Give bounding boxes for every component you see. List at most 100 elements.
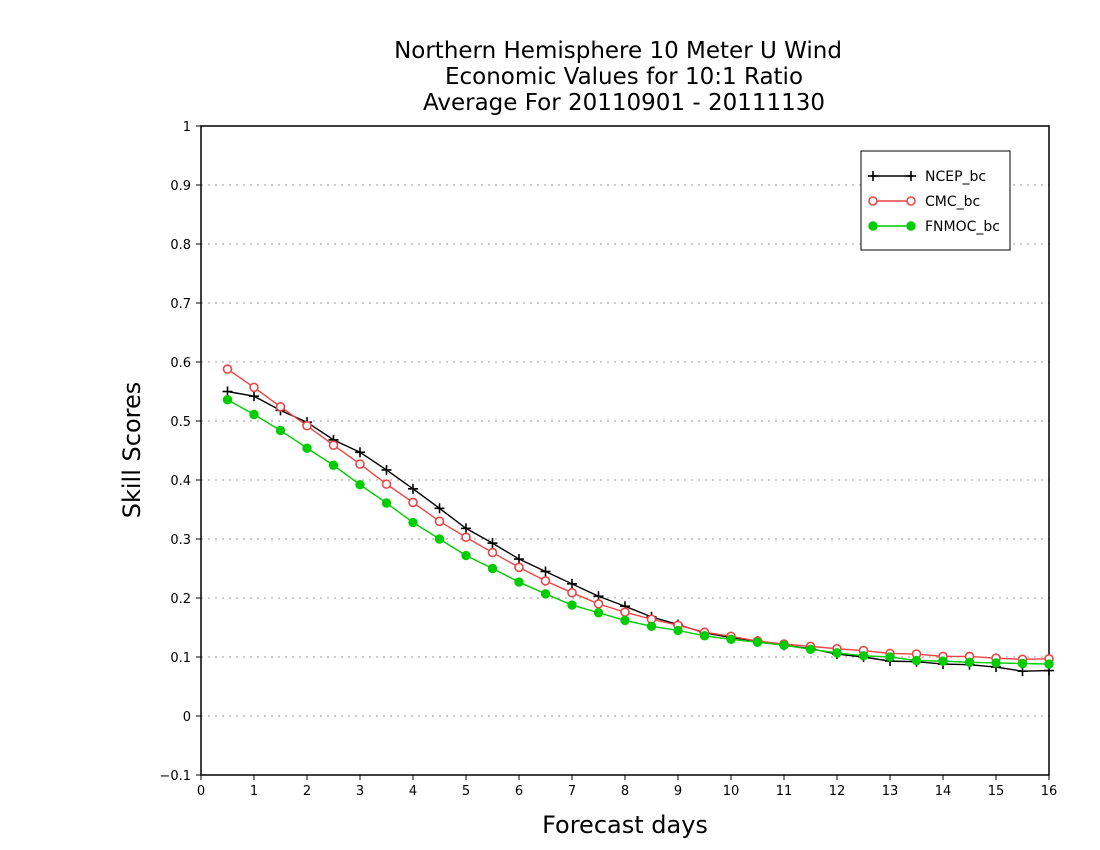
data-point	[355, 459, 365, 469]
x-tick-label: 10	[723, 784, 740, 799]
legend-label: FNMOC_bc	[925, 219, 1000, 235]
y-tick-label: 0.4	[170, 474, 191, 489]
series-CMC_bc	[222, 364, 1054, 665]
series-layer	[222, 364, 1054, 677]
legend: NCEP_bc CMC_bc FNMOC_bc	[860, 150, 1011, 251]
series-line	[227, 390, 1050, 672]
data-point	[514, 577, 524, 587]
data-point	[461, 550, 471, 561]
x-tick-label: 3	[356, 784, 364, 799]
data-point	[249, 382, 259, 393]
series-line	[227, 368, 1050, 661]
data-point	[673, 625, 683, 636]
y-axis-label: Skill Scores	[118, 382, 146, 519]
legend-items: NCEP_bc CMC_bc FNMOC_bc	[868, 169, 1000, 235]
y-tick-label: 1	[183, 120, 191, 135]
x-tick-label: 13	[882, 784, 899, 799]
data-point	[487, 538, 498, 549]
data-point	[381, 479, 392, 489]
series-NCEP_bc	[222, 386, 1054, 677]
data-point	[593, 599, 604, 609]
data-point	[355, 480, 365, 490]
x-tick-label: 6	[515, 784, 523, 799]
data-point	[593, 608, 604, 618]
legend-label: NCEP_bc	[925, 169, 986, 185]
y-tick-label: 0.2	[170, 592, 191, 607]
data-point	[461, 532, 471, 543]
data-point	[408, 517, 418, 528]
data-point	[328, 460, 339, 470]
data-point	[620, 607, 630, 617]
data-point	[699, 631, 710, 641]
data-point	[911, 655, 922, 666]
x-tick-label: 15	[988, 784, 1005, 799]
legend-marker	[906, 196, 916, 206]
x-tick-label: 16	[1041, 784, 1058, 799]
x-tick-label: 4	[409, 784, 417, 799]
data-point	[487, 563, 498, 574]
data-point	[540, 589, 551, 599]
data-point	[302, 443, 312, 453]
data-point	[434, 516, 445, 527]
title-line-1: Northern Hemisphere 10 Meter U Wind	[394, 38, 842, 64]
data-point	[567, 587, 577, 598]
data-point	[249, 391, 259, 402]
x-tick-label: 9	[674, 784, 682, 799]
data-point	[434, 534, 445, 544]
data-point	[567, 600, 577, 610]
data-point	[275, 425, 286, 436]
data-point	[832, 648, 842, 658]
y-tick-label: 0.8	[170, 238, 191, 253]
y-tick-label: 0	[183, 710, 191, 725]
x-tick-label: 7	[568, 784, 576, 799]
x-tick-label: 11	[776, 784, 793, 799]
data-point	[991, 658, 1001, 668]
data-point	[1017, 658, 1028, 669]
data-point	[540, 566, 551, 577]
data-point	[858, 651, 869, 661]
x-tick-label: 1	[250, 784, 258, 799]
data-point	[328, 440, 339, 450]
y-tick-label: 0.6	[170, 356, 191, 371]
data-point	[461, 523, 471, 534]
legend-item-NCEP_bc: NCEP_bc	[868, 169, 986, 185]
data-point	[381, 464, 392, 475]
data-point	[1044, 659, 1054, 669]
y-tick-label: 0.5	[170, 415, 191, 430]
legend-label: CMC_bc	[925, 194, 980, 210]
title-line-2: Economic Values for 10:1 Ratio	[445, 64, 803, 90]
grid-lines	[201, 184, 1049, 717]
legend-item-CMC_bc: CMC_bc	[868, 194, 980, 210]
data-point	[487, 547, 498, 558]
data-point	[302, 420, 312, 431]
data-point	[805, 644, 816, 655]
data-point	[355, 447, 365, 458]
data-point	[646, 621, 657, 632]
data-point	[222, 364, 233, 374]
data-point	[964, 657, 975, 668]
x-tick-label: 5	[462, 784, 470, 799]
data-point	[620, 615, 630, 626]
y-tick-label: 0.1	[170, 651, 191, 666]
y-tick-label: 0.7	[170, 297, 191, 312]
data-point	[514, 562, 524, 573]
title-line-3: Average For 20110901 - 20111130	[423, 90, 825, 116]
data-point	[567, 578, 577, 589]
y-tick-label: 0.3	[170, 533, 191, 548]
x-tick-label: 12	[829, 784, 846, 799]
axis-ticks: −0.1 0 0.1 0.2 0.3 0.4 0.5 0.6 0.7 0.8 0.9 10 1 2 3 4 5 6…	[159, 120, 1057, 799]
data-point	[222, 395, 233, 405]
legend-marker	[868, 196, 878, 206]
data-point	[779, 640, 789, 650]
legend-marker	[906, 221, 916, 231]
data-point	[275, 402, 286, 412]
y-tick-label: 0.9	[170, 179, 191, 194]
data-point	[381, 498, 392, 508]
data-point	[222, 386, 233, 397]
chart-title: Northern Hemisphere 10 Meter U Wind Econ…	[394, 38, 842, 116]
data-point	[514, 554, 524, 565]
data-point	[434, 503, 445, 514]
y-tick-label: −0.1	[159, 769, 191, 784]
legend-item-FNMOC_bc: FNMOC_bc	[868, 219, 1000, 235]
